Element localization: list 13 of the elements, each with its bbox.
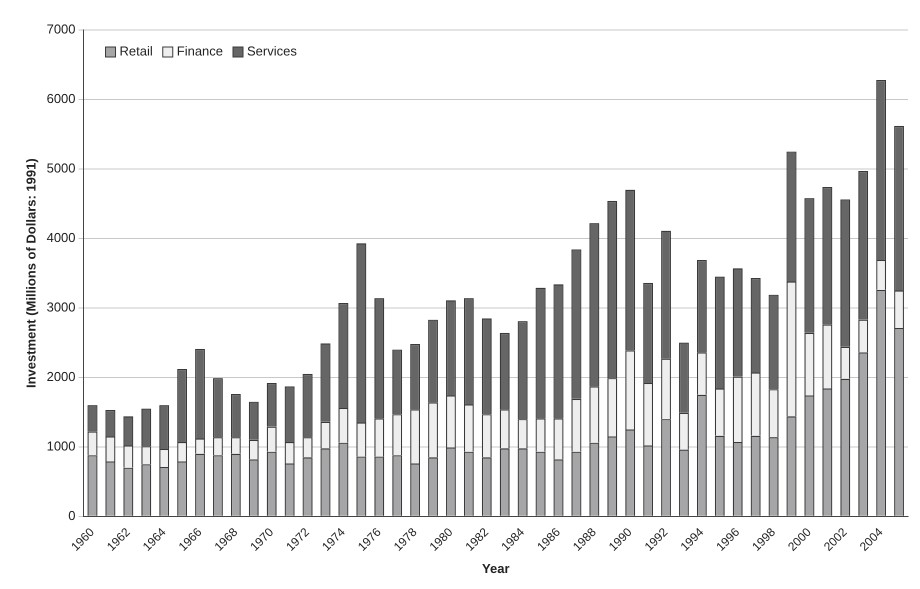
y-tick-label: 3000 [46, 299, 76, 314]
legend-label: Retail [120, 44, 153, 59]
y-tick-label: 0 [68, 508, 76, 523]
legend-label: Finance [176, 44, 224, 59]
y-tick-label: 7000 [46, 22, 76, 37]
y-tick-label: 5000 [46, 160, 76, 176]
y-axis-title: Investment (Millions of Dollars: 1991) [23, 158, 38, 388]
y-tick-label: 6000 [46, 91, 76, 106]
legend-label: Services [247, 44, 298, 59]
x-axis-title: Year [482, 560, 510, 576]
y-tick-label: 4000 [46, 230, 76, 246]
y-tick-label: 2000 [46, 368, 76, 384]
y-tick-label: 1000 [46, 438, 76, 454]
